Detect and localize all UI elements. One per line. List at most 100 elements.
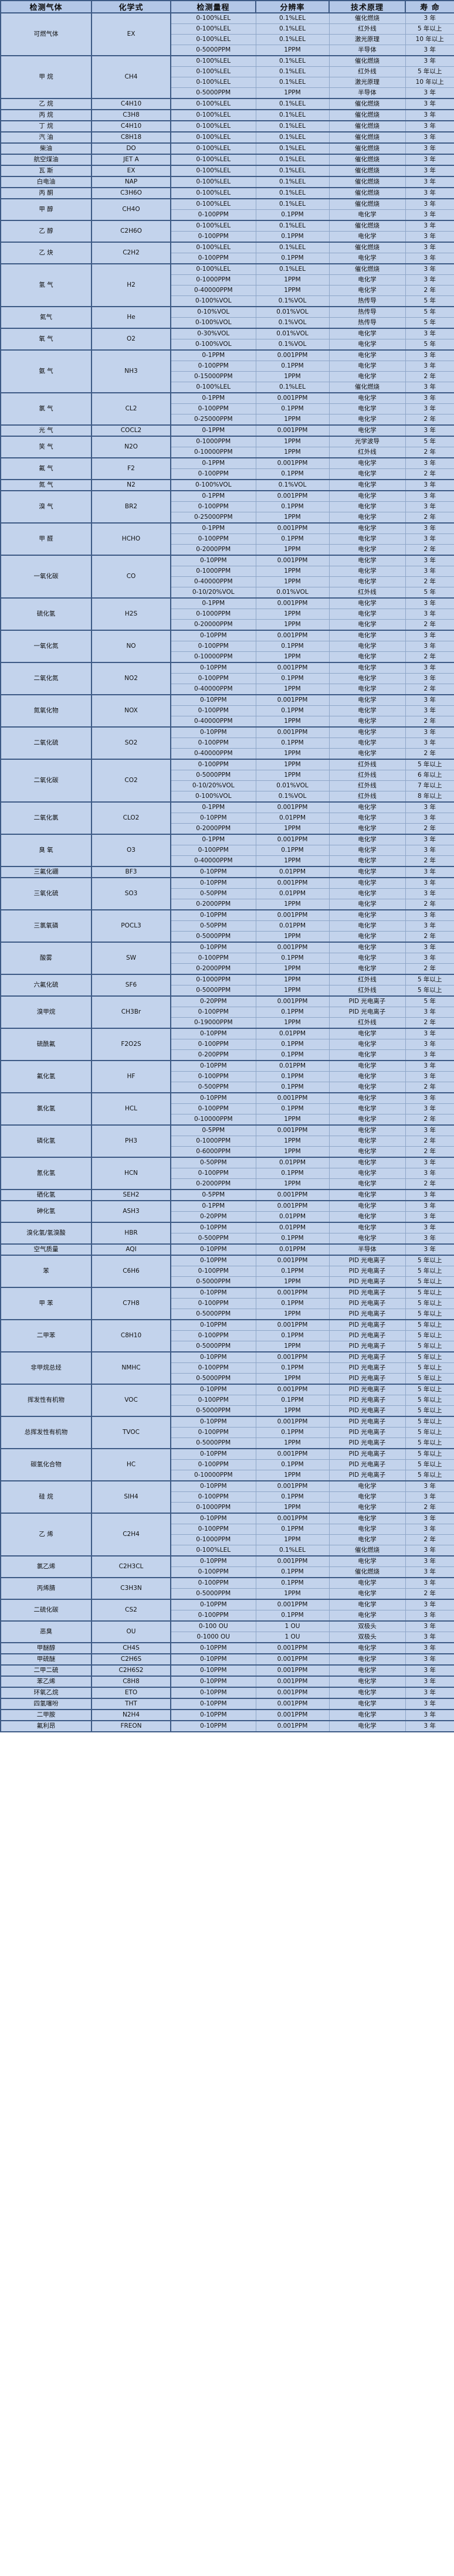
lifetime-cell: 2 年 [405, 748, 454, 760]
technology-principle-cell: 电化学 [328, 909, 406, 921]
detection-range-cell: 0-1000PPM [170, 1534, 256, 1545]
technology-principle-cell: 电化学 [328, 694, 406, 706]
chemical-formula-cell: CH3Br [91, 995, 171, 1029]
detection-range-cell: 0-100PPM [170, 253, 256, 264]
lifetime-cell: 3 年 [405, 738, 454, 749]
lifetime-cell: 3 年 [405, 1545, 454, 1557]
technology-principle-cell: 电化学 [328, 1200, 406, 1212]
technology-principle-cell: 催化燃烧 [328, 1566, 406, 1578]
resolution-cell: 1PPM [255, 436, 330, 447]
detection-range-cell: 0-5PPM [170, 1189, 256, 1201]
lifetime-cell: 3 年 [405, 813, 454, 824]
technology-principle-cell: PID 光电离子 [328, 995, 406, 1007]
resolution-cell: 0.01PPM [255, 1157, 330, 1168]
technology-principle-cell: 热传导 [328, 317, 406, 329]
detection-range-cell: 0-100%LEL [170, 55, 256, 67]
technology-principle-cell: 电化学 [328, 855, 406, 867]
resolution-cell: 0.1%LEL [255, 220, 330, 232]
technology-principle-cell: 催化燃烧 [328, 242, 406, 253]
lifetime-cell: 3 年 [405, 392, 454, 404]
technology-principle-cell: 电化学 [328, 716, 406, 728]
resolution-cell: 0.1%LEL [255, 1545, 330, 1557]
detection-range-cell: 0-100PPM [170, 1071, 256, 1082]
technology-principle-cell: PID 光电离子 [328, 1427, 406, 1438]
technology-principle-cell: 电化学 [328, 597, 406, 609]
detection-range-cell: 0-10PPM [170, 1720, 256, 1732]
lifetime-cell: 5 年以上 [405, 1395, 454, 1406]
resolution-cell: 0.001PPM [255, 1687, 330, 1699]
table-row: 0-500PPM 0.1PPM 电化学 3 年 [1, 1233, 454, 1245]
resolution-cell: 0.1%LEL [255, 77, 330, 88]
gas-name-cell: 硫酰氟 [0, 1028, 92, 1061]
technology-principle-cell: PID 光电离子 [328, 1373, 406, 1385]
table-row: 0-100PPM 0.1PPM 电化学 3 年 [1, 253, 454, 264]
chemical-formula-cell: SO2 [91, 726, 171, 760]
resolution-cell: 0.1PPM [255, 953, 330, 964]
technology-principle-cell: 电化学 [328, 533, 406, 545]
lifetime-cell: 3 年 [405, 1233, 454, 1245]
technology-principle-cell: 电化学 [328, 1664, 406, 1677]
resolution-cell: 0.1PPM [255, 1266, 330, 1277]
resolution-cell: 0.001PPM [255, 1319, 330, 1331]
resolution-cell: 0.001PPM [255, 726, 330, 738]
column-header-formula: 化学式 [91, 0, 171, 13]
detection-range-cell: 0-100%VOL [170, 339, 256, 351]
detection-range-cell: 0-5000PPM [170, 985, 256, 997]
technology-principle-cell: PID 光电离子 [328, 1298, 406, 1309]
gas-name-cell: 丙 酮 [0, 187, 92, 199]
resolution-cell: 1PPM [255, 609, 330, 620]
table-row: 笑 气 N2O 0-1000PPM 1PPM 光学波导 5 年 [0, 436, 454, 458]
chemical-formula-cell: SW [91, 942, 171, 975]
chemical-formula-cell: JET A [91, 154, 171, 166]
lifetime-cell: 3 年 [405, 1632, 454, 1643]
lifetime-cell: 3 年 [405, 87, 454, 99]
resolution-cell: 1PPM [255, 963, 330, 975]
lifetime-cell: 3 年 [405, 131, 454, 144]
technology-principle-cell: PID 光电离子 [328, 1319, 406, 1331]
chemical-formula-cell: CH4S [91, 1642, 171, 1654]
lifetime-cell: 3 年 [405, 242, 454, 253]
lifetime-cell: 3 年 [405, 142, 454, 155]
table-row: 甲 烷 CH4 0-100%LEL 0.1%LEL 催化燃烧 3 年 [0, 55, 454, 99]
lifetime-cell: 3 年 [405, 120, 454, 132]
chemical-formula-cell: ETO [91, 1687, 171, 1699]
table-row: 甲 苯 C7H8 0-10PPM 0.001PPM PID 光电离子 5 年以上 [0, 1287, 454, 1320]
resolution-cell: 1PPM [255, 748, 330, 760]
technology-principle-cell: 红外线 [328, 974, 406, 985]
detection-range-cell: 0-1PPM [170, 490, 256, 502]
table-row: 0-500PPM 0.1PPM 电化学 2 年 [1, 1082, 454, 1093]
gas-detection-spec-table: 检测气体 化学式 检测量程 分辨率 技术原理 寿 命 可燃气体 EX 0-100%L… [0, 0, 454, 1732]
table-row: 0-100PPM 0.1PPM 电化学 3 年 [1, 1168, 454, 1179]
lifetime-cell: 10 年以上 [405, 34, 454, 45]
lifetime-cell: 2 年 [405, 1136, 454, 1147]
detection-range-cell: 0-100%LEL [170, 382, 256, 393]
table-row: 甲 醇 CH4O 0-100%LEL 0.1%LEL 催化燃烧 3 年 [0, 198, 454, 221]
lifetime-cell: 3 年 [405, 176, 454, 188]
detection-range-cell: 0-10PPM [170, 1555, 256, 1567]
resolution-cell: 1PPM [255, 285, 330, 296]
lifetime-cell: 3 年 [405, 109, 454, 121]
table-row: 氰化氢 HCN 0-50PPM 0.01PPM 电化学 3 年 [0, 1157, 454, 1190]
gas-name-cell: 溴 气 [0, 490, 92, 524]
lifetime-cell: 5 年以上 [405, 1276, 454, 1288]
table-row: 0-100%LEL 0.1%LEL 红外线 5 年以上 [1, 23, 454, 35]
chemical-formula-cell: C3H3N [91, 1577, 171, 1600]
resolution-cell: 0.1PPM [255, 403, 330, 414]
technology-principle-cell: 电化学 [328, 424, 406, 437]
resolution-cell: 0.1PPM [255, 705, 330, 716]
chemical-formula-cell: OU [91, 1620, 171, 1643]
technology-principle-cell: 电化学 [328, 726, 406, 738]
resolution-cell: 0.01%VOL [255, 328, 330, 339]
resolution-cell: 1PPM [255, 974, 330, 985]
gas-name-cell: 甲醚醇 [0, 1642, 92, 1654]
resolution-cell: 1PPM [255, 619, 330, 631]
gas-name-cell: 三氧化硫 [0, 877, 92, 910]
resolution-cell: 0.01PPM [255, 1222, 330, 1233]
resolution-cell: 1PPM [255, 985, 330, 997]
technology-principle-cell: 红外线 [328, 791, 406, 803]
column-header-lifetime: 寿 命 [405, 0, 454, 13]
technology-principle-cell: 电化学 [328, 479, 406, 491]
table-row: 丙 酮 C3H6O 0-100%LEL 0.1%LEL 催化燃烧 3 年 [0, 187, 454, 199]
lifetime-cell: 3 年 [405, 1157, 454, 1168]
technology-principle-cell: PID 光电离子 [328, 1448, 406, 1460]
